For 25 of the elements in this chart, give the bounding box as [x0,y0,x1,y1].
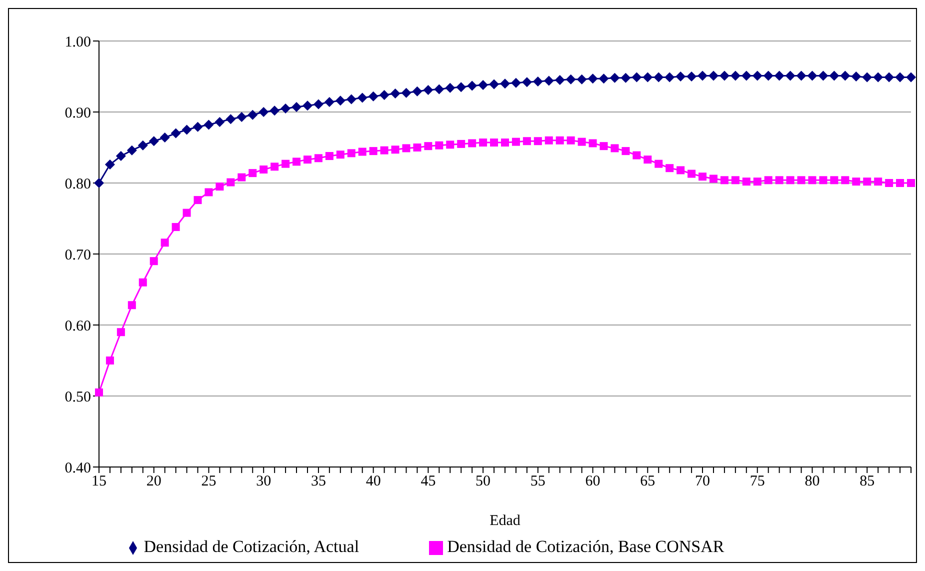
y-tick-label: 0.60 [64,318,91,334]
y-tick-label: 0.50 [64,389,91,406]
x-tick-label: 75 [750,474,765,490]
x-tick-label: 30 [256,474,272,490]
x-tick-label: 80 [804,474,820,490]
x-tick-label: 55 [530,474,546,490]
x-tick-label: 50 [476,474,491,490]
x-tick-label: 15 [92,474,106,490]
y-tick-label: 0.80 [64,176,91,192]
y-tick-label: 0.40 [64,460,91,476]
y-tick-label: 1.00 [64,34,91,50]
x-tick-label: 70 [695,474,710,490]
x-tick-label: 35 [310,474,326,490]
x-tick-label: 85 [860,474,875,490]
legend-label: Densidad de Cotización, Base CONSAR [447,537,724,556]
legend-label: Densidad de Cotización, Actual [144,537,360,556]
x-tick-label: 40 [366,474,381,490]
y-tick-label: 0.90 [64,105,91,122]
x-tick-label: 65 [640,474,656,490]
x-tick-label: 60 [585,474,600,490]
y-tick-label: 0.70 [64,247,91,264]
x-tick-label: 20 [146,474,162,490]
x-tick-label: 25 [201,474,216,490]
x-axis-title: Edad [490,513,521,529]
x-tick-label: 45 [420,474,436,490]
